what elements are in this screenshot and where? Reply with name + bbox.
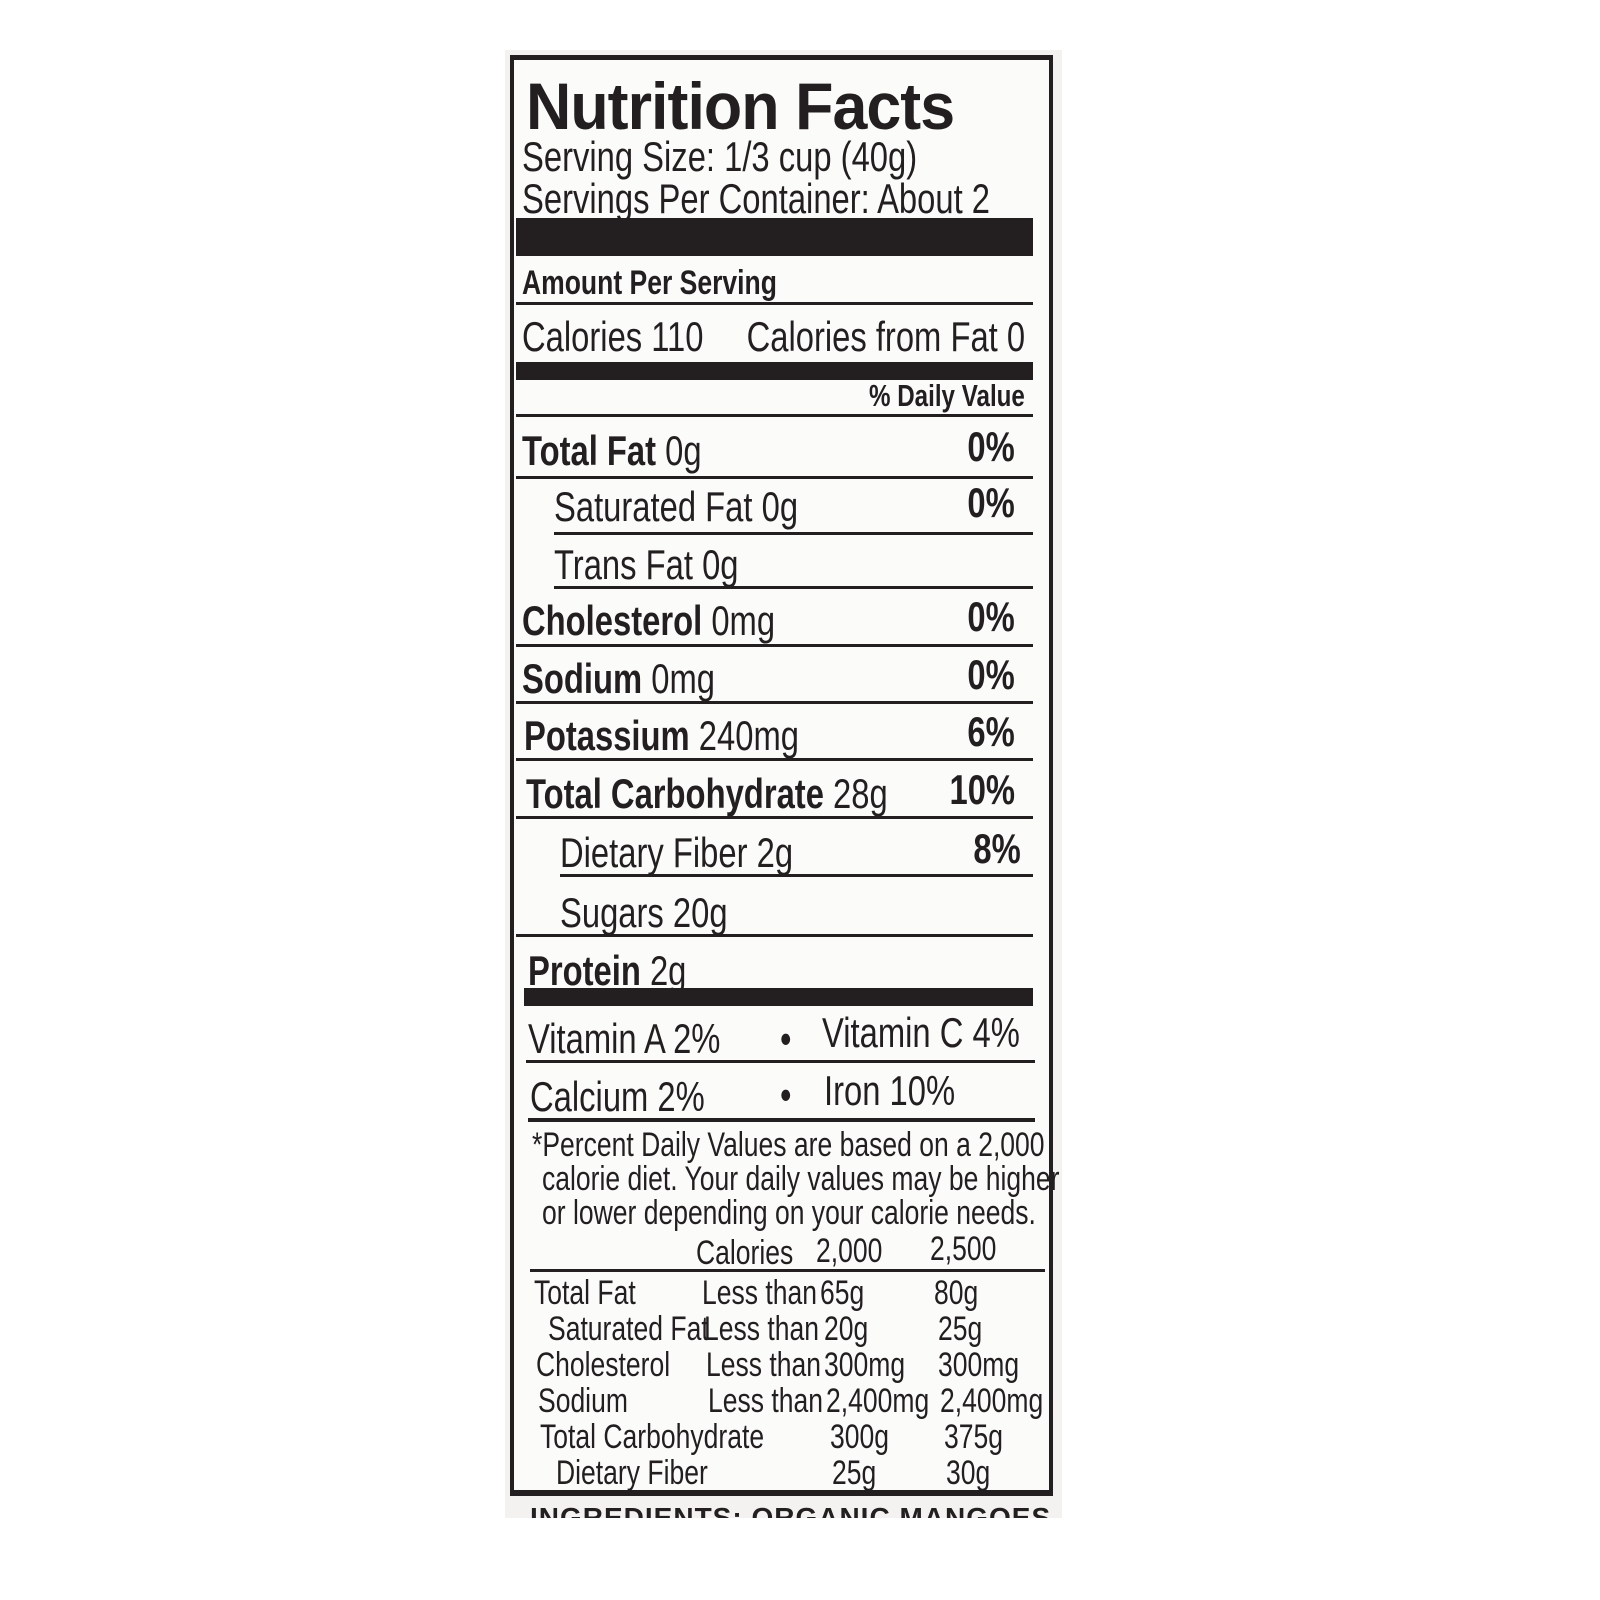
nutrient-amount: 240mg	[698, 712, 799, 759]
calcium: Calcium 2%	[530, 1073, 705, 1120]
divider	[528, 1118, 1035, 1122]
divider	[526, 1060, 1035, 1063]
thick-divider	[524, 988, 1033, 1006]
nutrient-amount: 0mg	[711, 597, 776, 644]
nutrient-amount: 2g	[756, 829, 794, 876]
divider	[516, 302, 1033, 305]
divider	[516, 414, 1033, 417]
table-cell: 20g	[824, 1310, 869, 1348]
nutrient-name: Potassium	[524, 712, 690, 759]
divider	[516, 644, 1033, 647]
nutrient-amount: 28g	[833, 770, 888, 817]
label-title: Nutrition Facts	[526, 69, 955, 143]
iron: Iron 10%	[824, 1067, 956, 1114]
footnote-line: *Percent Daily Values are based on a 2,0…	[532, 1126, 1045, 1164]
nutrient-dv: 6%	[967, 708, 1015, 755]
nutrient-amount: 0g	[665, 427, 702, 474]
table-cell: 300mg	[938, 1346, 1020, 1384]
table-cell: Saturated Fat	[548, 1310, 709, 1348]
nutrient-name: Protein	[528, 947, 641, 994]
nutrient-amount: 0g	[702, 541, 739, 588]
nutrient-amount: 2g	[649, 947, 687, 994]
amount-per-serving: Amount Per Serving	[522, 264, 777, 302]
vitamin-c: Vitamin C 4%	[822, 1009, 1020, 1056]
divider	[560, 874, 1033, 877]
table-cell: 30g	[946, 1454, 991, 1492]
table-header: 2,500	[930, 1230, 997, 1268]
table-cell: 2,400mg	[826, 1382, 930, 1420]
nutrient-name: Saturated Fat	[554, 483, 753, 530]
nutrient-dv: 0%	[967, 651, 1015, 698]
table-cell: 375g	[944, 1418, 1003, 1456]
footnote-line: calorie diet. Your daily values may be h…	[542, 1160, 1060, 1198]
divider	[530, 1269, 1045, 1272]
nutrient-dv: 0%	[967, 593, 1015, 640]
nutrient-dv: 8%	[973, 825, 1021, 872]
nutrition-label: Nutrition Facts Serving Size: 1/3 cup (4…	[505, 50, 1062, 1518]
nutrient-amount: 20g	[672, 889, 728, 936]
table-header: Calories	[696, 1234, 794, 1272]
table-cell: 300mg	[824, 1346, 906, 1384]
nutrient-dv: 10%	[949, 766, 1015, 813]
nutrition-facts-box: Nutrition Facts Serving Size: 1/3 cup (4…	[510, 55, 1059, 1496]
bullet: •	[780, 1071, 792, 1118]
servings-per-container: Servings Per Container: About 2	[522, 175, 991, 222]
table-cell: Cholesterol	[536, 1346, 671, 1384]
bullet: •	[780, 1015, 792, 1062]
ingredients: INGREDIENTS: ORGANIC MANGOES	[530, 1502, 1052, 1518]
nutrient-name: Total Carbohydrate	[526, 770, 824, 817]
divider	[516, 934, 1033, 937]
nutrient-name: Total Fat	[522, 427, 657, 474]
nutrient-amount: 0g	[761, 483, 799, 530]
nutrient-dv: 0%	[967, 423, 1015, 470]
table-cell: Total Fat	[534, 1274, 636, 1312]
table-cell: Dietary Fiber	[556, 1454, 708, 1492]
table-cell: Less than	[706, 1346, 822, 1384]
table-cell: Less than	[704, 1310, 820, 1348]
divider	[554, 586, 1033, 589]
serving-size: Serving Size: 1/3 cup (40g)	[522, 133, 918, 180]
table-cell: 25g	[938, 1310, 983, 1348]
footnote-line: or lower depending on your calorie needs…	[542, 1194, 1036, 1232]
calories: Calories 110	[522, 313, 704, 360]
table-cell: 65g	[820, 1274, 865, 1312]
table-cell: 2,400mg	[940, 1382, 1044, 1420]
nutrient-amount: 0mg	[651, 655, 715, 702]
thick-divider	[516, 218, 1033, 256]
daily-value-header: % Daily Value	[869, 378, 1025, 413]
table-cell: 80g	[934, 1274, 979, 1312]
nutrient-name: Cholesterol	[522, 597, 703, 644]
table-cell: Total Carbohydrate	[540, 1418, 765, 1456]
table-cell: 25g	[832, 1454, 877, 1492]
table-cell: Sodium	[538, 1382, 628, 1420]
nutrient-name: Sodium	[522, 655, 643, 702]
thick-divider	[516, 362, 1033, 380]
table-cell: Less than	[708, 1382, 824, 1420]
divider	[516, 701, 1033, 704]
divider	[516, 758, 1033, 761]
nutrient-name: Dietary Fiber	[560, 829, 748, 876]
divider	[516, 476, 1033, 479]
nutrient-dv: 0%	[967, 479, 1015, 526]
vitamin-a: Vitamin A 2%	[528, 1015, 721, 1062]
nutrient-name: Sugars	[560, 889, 664, 936]
table-header: 2,000	[816, 1232, 883, 1270]
table-cell: Less than	[702, 1274, 818, 1312]
table-cell: 300g	[830, 1418, 889, 1456]
nutrient-name: Trans Fat	[554, 541, 693, 588]
divider	[554, 532, 1033, 535]
divider	[516, 816, 1033, 819]
calories-from-fat: Calories from Fat 0	[746, 313, 1025, 360]
